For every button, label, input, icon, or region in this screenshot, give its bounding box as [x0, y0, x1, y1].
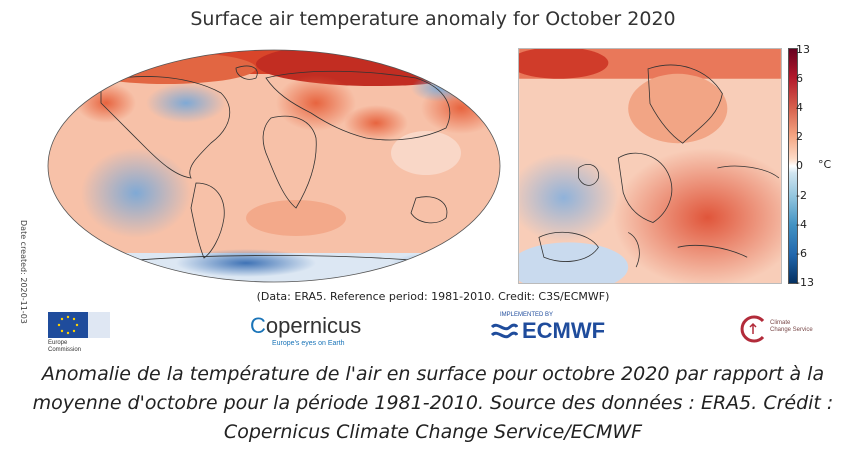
copernicus-logo: Copernicus Europe's eyes on Earth: [250, 312, 361, 356]
colorbar-tick-label: 0: [796, 159, 803, 172]
colorbar-tick-label: -13: [796, 276, 814, 289]
colorbar-tick-label: 2: [796, 130, 803, 143]
colorbar-tick-label: 6: [796, 72, 803, 85]
colorbar-tick-label: -4: [796, 218, 807, 231]
europe-anomaly-map: [518, 48, 782, 284]
world-anomaly-map: [47, 49, 501, 283]
colorbar-tick-label: -6: [796, 247, 807, 260]
colorbar-unit: °C: [818, 158, 832, 171]
date-created-label: Date created: 2020-11-03: [19, 220, 28, 324]
figure-caption: Anomalie de la température de l'air en s…: [32, 363, 834, 443]
temperature-colorbar: [788, 48, 798, 284]
colorbar-tick-label: 13: [796, 43, 810, 56]
copernicus-c-icon: C: [250, 313, 266, 338]
copernicus-name: opernicus: [265, 313, 362, 338]
eu-logo-text: Commission: [48, 347, 82, 353]
ecmwf-waves-icon: [490, 323, 518, 339]
colorbar-tick-label: -2: [796, 189, 807, 202]
ecmwf-logo: IMPLEMENTED BY ECMWF: [490, 312, 610, 356]
eu-logo-text: Europe: [48, 340, 68, 346]
colorbar-tick-label: 4: [796, 101, 803, 114]
eu-commission-logo: Europe Commission: [48, 312, 110, 356]
c3s-logo: Climate Change Service: [738, 312, 828, 356]
c3s-text: Change Service: [770, 327, 813, 333]
copernicus-tagline: Europe's eyes on Earth: [272, 340, 345, 347]
data-credit-line: (Data: ERA5. Reference period: 1981-2010…: [256, 290, 610, 303]
c3s-circle-icon: [740, 315, 765, 343]
c3s-text: Climate: [770, 320, 791, 326]
ecmwf-prefix: IMPLEMENTED BY: [500, 312, 554, 318]
ecmwf-name: ECMWF: [522, 318, 606, 343]
figure-title: Surface air temperature anomaly for Octo…: [190, 8, 676, 30]
